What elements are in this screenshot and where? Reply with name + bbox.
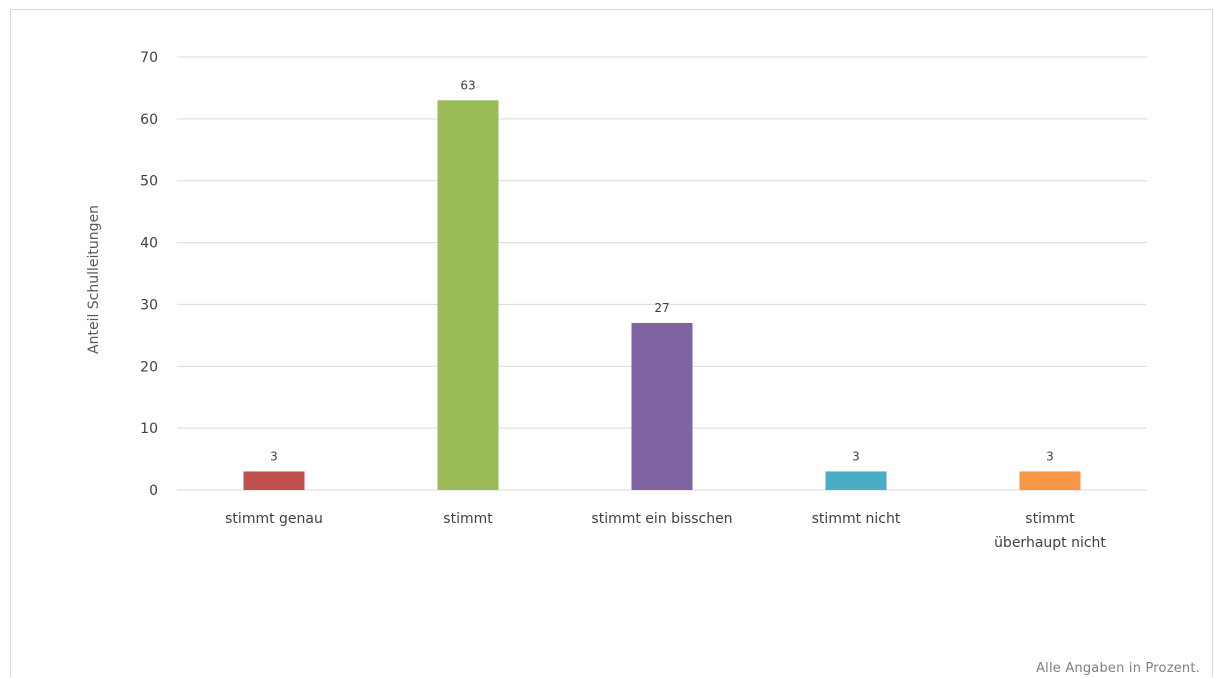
y-tick-label-0: 0 [149,483,158,499]
bar-1 [437,100,499,491]
y-tick-label-70: 70 [140,50,158,66]
footnote: Alle Angaben in Prozent. [1036,661,1200,676]
y-tick-label-10: 10 [140,421,158,437]
category-label-4-line-1: überhaupt nicht [994,535,1106,551]
bar-3 [825,471,887,490]
chart-frame [10,9,1213,677]
bar-0 [243,471,305,490]
y-tick-label-20: 20 [140,359,158,375]
y-tick-label-30: 30 [140,297,158,313]
bar-2 [631,322,693,490]
y-tick-label-40: 40 [140,236,158,252]
data-label-0: 3 [270,449,278,463]
category-label-4-line-0: stimmt [1025,511,1075,527]
data-label-2: 27 [654,301,669,315]
category-label-0: stimmt genau [225,511,323,527]
data-label-4: 3 [1046,449,1054,463]
category-label-2: stimmt ein bisschen [591,511,732,527]
y-tick-label-60: 60 [140,112,158,128]
bar-4 [1019,471,1081,490]
category-label-3: stimmt nicht [812,511,901,527]
y-axis-label: Anteil Schulleitungen [86,205,102,354]
data-label-1: 63 [460,78,475,92]
category-label-1: stimmt [443,511,493,527]
y-tick-label-50: 50 [140,174,158,190]
data-label-3: 3 [852,449,860,463]
